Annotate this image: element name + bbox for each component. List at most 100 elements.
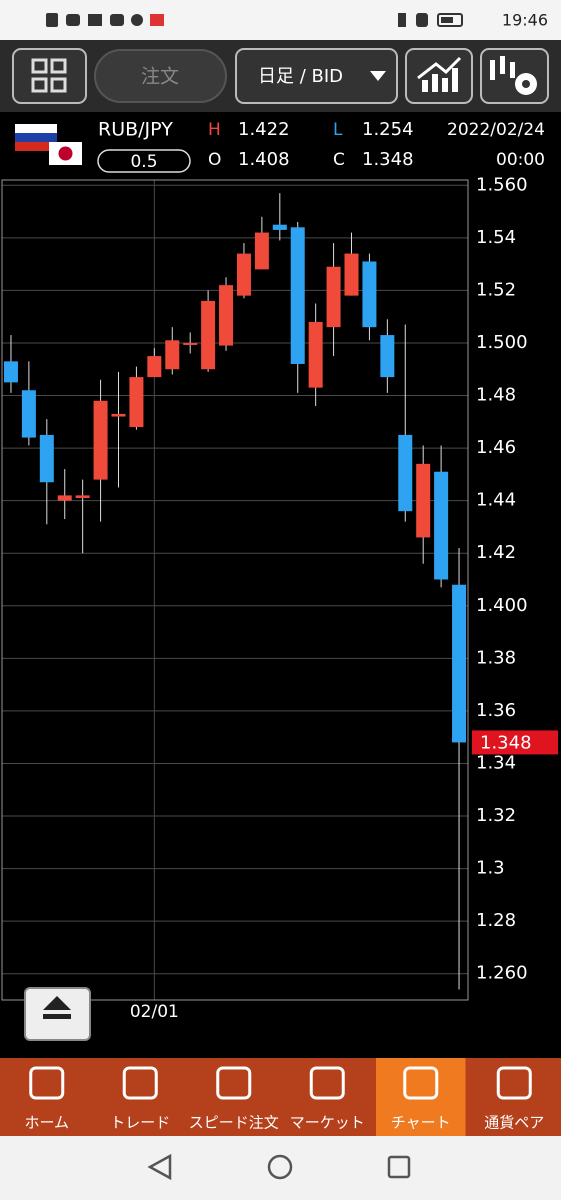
- period-dropdown[interactable]: 日足 / BID: [235, 48, 398, 104]
- candle-body: [308, 321, 323, 388]
- nav-label: ホーム: [24, 1114, 69, 1132]
- order-label: 注文: [141, 66, 179, 88]
- candle-body: [272, 224, 287, 230]
- y-tick-label: 1.34: [476, 752, 516, 773]
- nav-icon: [496, 1066, 532, 1100]
- candle-body: [219, 285, 234, 346]
- nav-item[interactable]: ホーム: [24, 1066, 69, 1132]
- candle-body: [39, 434, 54, 483]
- y-tick-label: 1.560: [476, 174, 528, 195]
- nav-icon: [216, 1066, 252, 1100]
- y-tick-label: 1.400: [476, 595, 528, 616]
- nav-icon: [122, 1066, 158, 1100]
- high-label: H: [208, 120, 221, 140]
- candle-body: [326, 266, 341, 328]
- y-tick-label: 1.32: [476, 805, 516, 826]
- close-value: 1.348: [362, 149, 414, 170]
- candle-body: [75, 495, 90, 499]
- eject-button[interactable]: [24, 987, 91, 1041]
- candle-body: [434, 471, 449, 580]
- nav-icon: [29, 1066, 65, 1100]
- y-tick-label: 1.3: [476, 858, 505, 879]
- recents-button[interactable]: [387, 1155, 411, 1179]
- chart: 1.260 1.28 1.3 1.32 1.34 1.36 1.38 1.400 1.42 1.4…: [2, 174, 558, 1022]
- candle-body: [57, 495, 72, 501]
- candle-body: [129, 377, 144, 428]
- nav-label: 通貨ペア: [484, 1114, 544, 1132]
- nav-icon: [403, 1066, 439, 1100]
- price-tag: [472, 730, 558, 755]
- low-label: L: [333, 120, 343, 140]
- close-label: C: [333, 150, 345, 170]
- period-label: 日足 / BID: [258, 66, 343, 87]
- x-tick-label: 02/01: [130, 1002, 179, 1022]
- candle-body: [147, 356, 162, 378]
- y-tick-label: 1.42: [476, 542, 516, 563]
- candle-body: [3, 361, 18, 383]
- candle-body: [452, 584, 467, 743]
- nav-label: トレード: [110, 1114, 170, 1132]
- nav-icon: [309, 1066, 345, 1100]
- candle-body: [111, 413, 126, 417]
- nav-item[interactable]: トレード: [110, 1066, 170, 1132]
- y-tick-label: 1.500: [476, 332, 528, 353]
- high-value: 1.422: [238, 119, 290, 140]
- flag-rub: [15, 124, 57, 151]
- candle-body: [344, 253, 359, 296]
- nav-label: マーケット: [290, 1114, 365, 1132]
- y-tick-label: 1.36: [476, 700, 516, 721]
- candle-body: [362, 261, 377, 328]
- y-tick-label: 1.260: [476, 963, 528, 984]
- nav-item[interactable]: チャート: [376, 1058, 466, 1136]
- candle-body: [290, 227, 305, 364]
- time: 00:00: [496, 150, 545, 170]
- status-icons: [46, 13, 463, 27]
- nav-label: チャート: [391, 1114, 451, 1132]
- price-tag-label: 1.348: [480, 732, 532, 753]
- candle-body: [416, 463, 431, 538]
- status-bar: [0, 0, 561, 40]
- nav-label: スピード注文: [189, 1114, 279, 1132]
- lot: 0.5: [130, 152, 157, 172]
- y-tick-label: 1.38: [476, 647, 516, 668]
- candle-body: [380, 335, 395, 378]
- nav-item[interactable]: 通貨ペア: [484, 1066, 544, 1132]
- nav-item[interactable]: スピード注文: [189, 1066, 279, 1132]
- candle-body: [254, 232, 269, 270]
- nav-items: ホーム トレード スピード注文 マーケット チャート 通貨ペア: [24, 1058, 544, 1136]
- nav-item[interactable]: マーケット: [290, 1066, 365, 1132]
- open-label: O: [208, 150, 221, 170]
- y-tick-label: 1.44: [476, 490, 516, 511]
- plot-frame: [1, 179, 469, 1001]
- bottom-nav: [0, 1058, 561, 1136]
- candle-body: [398, 434, 413, 512]
- y-tick-label: 1.54: [476, 227, 516, 248]
- date: 2022/02/24: [447, 120, 545, 140]
- candle-body: [93, 400, 108, 480]
- order-button[interactable]: 注文: [94, 49, 227, 103]
- chart-type-button[interactable]: [405, 48, 473, 104]
- home-button[interactable]: [267, 1154, 293, 1180]
- settings-button[interactable]: [480, 48, 549, 104]
- y-tick-label: 1.52: [476, 279, 516, 300]
- system-nav: [0, 1136, 561, 1200]
- clock: 19:46: [502, 11, 548, 30]
- menu-button[interactable]: [12, 48, 87, 104]
- y-tick-label: 1.28: [476, 910, 516, 931]
- candle-body: [165, 340, 180, 370]
- y-tick-label: 1.48: [476, 385, 516, 406]
- lot-box[interactable]: 0.5: [97, 149, 191, 173]
- candle-body: [21, 390, 36, 438]
- flag-jpy: [49, 142, 82, 165]
- candle-body: [236, 253, 251, 296]
- candle-body: [201, 300, 216, 370]
- pair: RUB/JPY: [98, 119, 173, 141]
- back-button[interactable]: [147, 1153, 172, 1181]
- candle-body: [183, 342, 198, 345]
- info-panel: [0, 112, 561, 178]
- low-value: 1.254: [362, 119, 414, 140]
- y-tick-label: 1.46: [476, 437, 516, 458]
- open-value: 1.408: [238, 149, 290, 170]
